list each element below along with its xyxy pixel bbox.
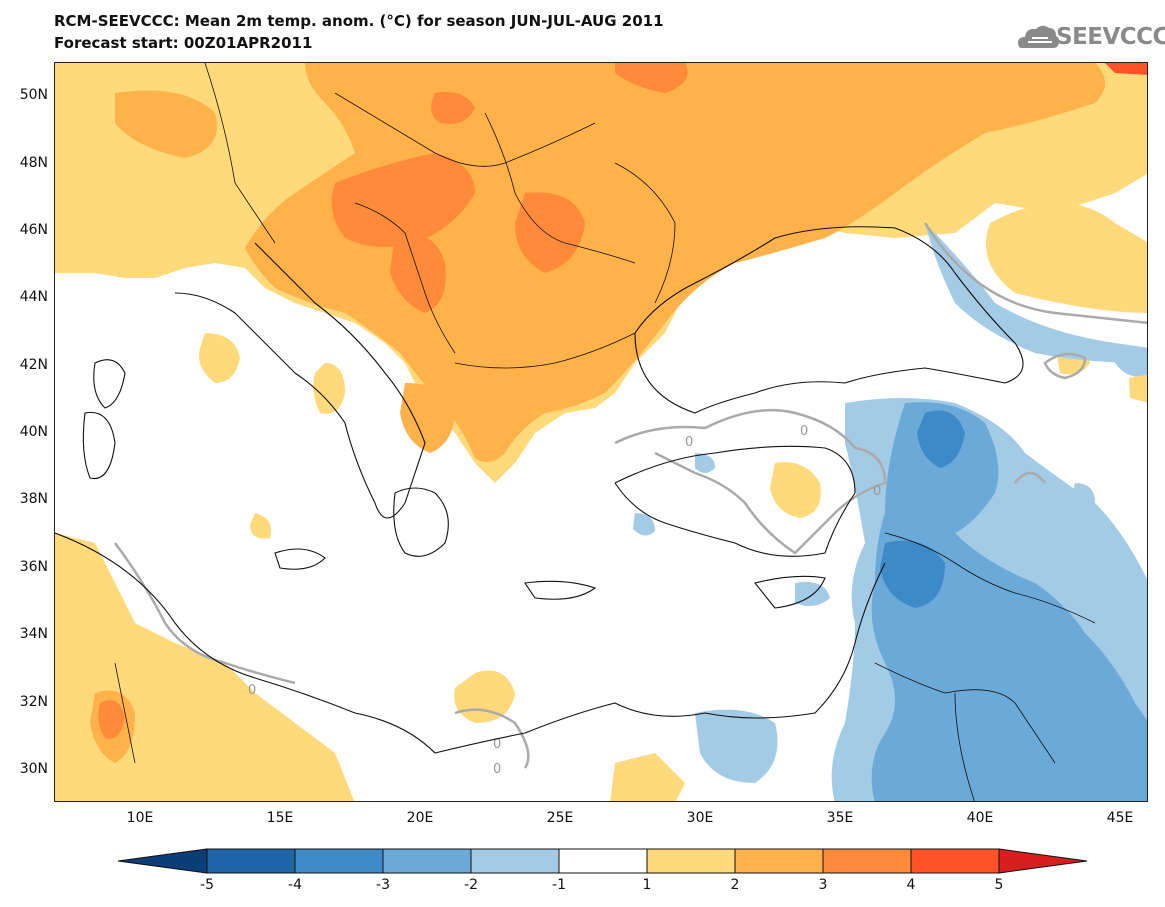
contour-label: 0 bbox=[800, 424, 808, 439]
longitude-label: 35E bbox=[826, 810, 854, 826]
longitude-label: 40E bbox=[966, 810, 994, 826]
colorbar-segment bbox=[734, 848, 824, 874]
anomaly-map: 0 0 0 0 0 0 bbox=[55, 63, 1147, 801]
latitude-label: 44N bbox=[19, 289, 48, 305]
colorbar-segment bbox=[382, 848, 472, 874]
contour-label: 0 bbox=[873, 484, 881, 499]
longitude-label: 10E bbox=[126, 810, 154, 826]
logo-text: SEEVCCC bbox=[1056, 24, 1165, 50]
map-area[interactable]: 0 0 0 0 0 0 bbox=[54, 62, 1148, 802]
longitude-label: 45E bbox=[1106, 810, 1134, 826]
colorbar-label: -4 bbox=[288, 877, 302, 893]
colorbar-segment bbox=[294, 848, 384, 874]
colorbar-segment bbox=[206, 848, 296, 874]
longitude-label: 15E bbox=[266, 810, 294, 826]
latitude-label: 34N bbox=[19, 626, 48, 642]
latitude-label: 40N bbox=[19, 424, 48, 440]
latitude-label: 42N bbox=[19, 357, 48, 373]
colorbar-segment bbox=[470, 848, 560, 874]
colorbar-label: 4 bbox=[906, 877, 916, 893]
latitude-label: 32N bbox=[19, 694, 48, 710]
longitude-label: 30E bbox=[686, 810, 714, 826]
colorbar-segment bbox=[646, 848, 736, 874]
zero-contour-lines bbox=[113, 222, 1147, 769]
colorbar-segment bbox=[910, 848, 1000, 874]
longitude-label: 25E bbox=[546, 810, 574, 826]
colorbar-label: -1 bbox=[552, 877, 566, 893]
colorbar bbox=[118, 848, 1088, 874]
colorbar-label: -3 bbox=[376, 877, 390, 893]
latitude-label: 46N bbox=[19, 222, 48, 238]
coastline-outlines bbox=[55, 226, 1024, 754]
colorbar-label: 3 bbox=[818, 877, 828, 893]
latitude-label: 48N bbox=[19, 155, 48, 171]
contour-label: 0 bbox=[493, 762, 501, 777]
cloud-logo-icon bbox=[1018, 25, 1060, 48]
map-title: RCM-SEEVCCC: Mean 2m temp. anom. (°C) fo… bbox=[54, 12, 664, 30]
cool-anomaly-level-3 bbox=[880, 410, 965, 608]
latitude-label: 50N bbox=[19, 87, 48, 103]
colorbar-segment bbox=[998, 848, 1088, 874]
colorbar-segment bbox=[118, 848, 208, 874]
longitude-label: 20E bbox=[406, 810, 434, 826]
warm-anomaly-level-4 bbox=[1105, 63, 1147, 75]
cool-anomaly-level-2 bbox=[871, 402, 1147, 801]
latitude-label: 30N bbox=[19, 761, 48, 777]
colorbar-segment bbox=[558, 848, 648, 874]
colorbar-label: 5 bbox=[994, 877, 1004, 893]
country-borders bbox=[114, 63, 1096, 801]
contour-label: 0 bbox=[493, 737, 501, 752]
colorbar-label: -5 bbox=[200, 877, 214, 893]
colorbar-segment bbox=[822, 848, 912, 874]
colorbar-label: 2 bbox=[730, 877, 740, 893]
latitude-label: 36N bbox=[19, 559, 48, 575]
colorbar-label: 1 bbox=[642, 877, 652, 893]
forecast-start-label: Forecast start: 00Z01APR2011 bbox=[54, 34, 313, 52]
contour-label: 0 bbox=[248, 683, 256, 698]
latitude-label: 38N bbox=[19, 491, 48, 507]
colorbar-label: -2 bbox=[464, 877, 478, 893]
contour-label: 0 bbox=[685, 435, 693, 450]
